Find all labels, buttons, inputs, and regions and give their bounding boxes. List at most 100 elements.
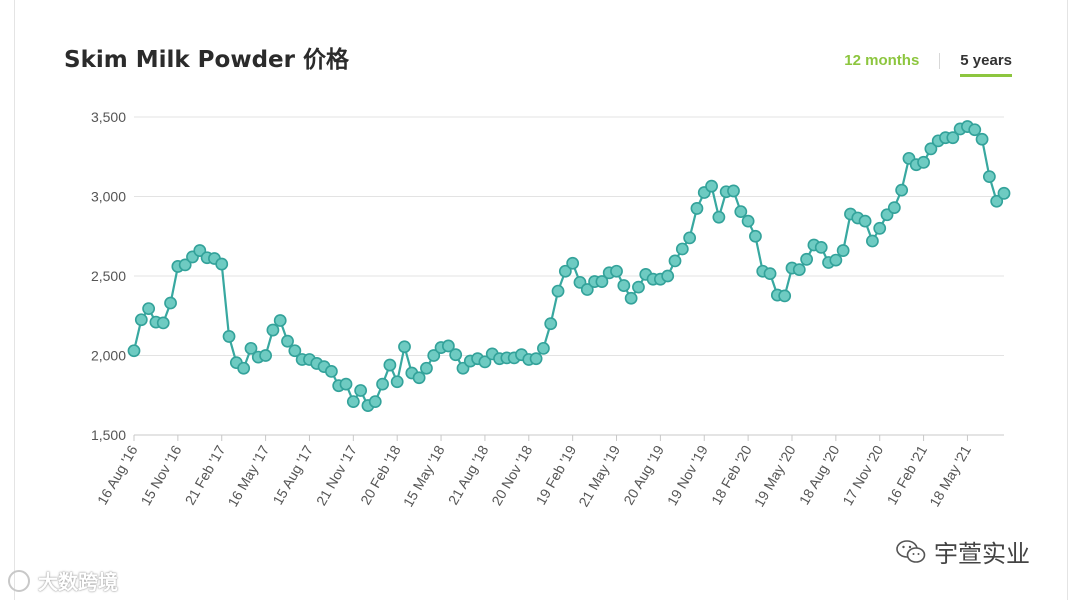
watermark-right-text: 宇萱实业 xyxy=(934,540,1030,568)
data-point[interactable] xyxy=(273,314,287,327)
data-point[interactable] xyxy=(763,267,777,281)
x-tick-label: 21 Aug '18 xyxy=(445,442,492,507)
data-point[interactable] xyxy=(836,244,850,257)
x-tick-label: 20 Nov '18 xyxy=(488,442,535,508)
data-point[interactable] xyxy=(895,183,909,197)
x-tick-label: 16 May '17 xyxy=(224,442,272,509)
data-point[interactable] xyxy=(580,283,594,296)
data-point[interactable] xyxy=(288,344,302,358)
data-point[interactable] xyxy=(156,316,170,330)
data-point[interactable] xyxy=(412,371,426,385)
data-point[interactable] xyxy=(668,254,682,268)
data-point[interactable] xyxy=(610,264,623,278)
x-tick-label: 19 Feb '19 xyxy=(533,442,580,507)
data-point[interactable] xyxy=(982,170,996,184)
data-point[interactable] xyxy=(661,269,675,283)
data-point[interactable] xyxy=(339,377,353,391)
data-point[interactable] xyxy=(427,349,441,362)
data-point[interactable] xyxy=(749,229,762,243)
data-point[interactable] xyxy=(617,279,631,292)
x-tick-label: 15 Aug '17 xyxy=(269,442,316,507)
data-point[interactable] xyxy=(558,264,572,278)
data-point[interactable] xyxy=(164,296,177,310)
data-point[interactable] xyxy=(383,358,397,372)
data-point[interactable] xyxy=(705,179,718,193)
data-point[interactable] xyxy=(990,194,1004,208)
data-point[interactable] xyxy=(281,334,294,348)
data-point[interactable] xyxy=(946,131,960,145)
data-point[interactable] xyxy=(800,252,814,266)
x-tick-label: 20 Aug '19 xyxy=(620,442,667,507)
data-point[interactable] xyxy=(529,352,543,366)
time-range-selector: 12 months 5 years xyxy=(844,52,1012,77)
data-point[interactable] xyxy=(566,256,580,270)
data-point[interactable] xyxy=(917,155,930,169)
data-point[interactable] xyxy=(873,221,887,235)
x-tick-label: 21 Feb '17 xyxy=(182,442,229,507)
data-point[interactable] xyxy=(215,257,229,271)
data-point[interactable] xyxy=(368,395,382,409)
data-point[interactable] xyxy=(142,302,156,315)
data-point[interactable] xyxy=(324,364,338,378)
data-point[interactable] xyxy=(858,214,872,228)
data-point[interactable] xyxy=(997,186,1011,200)
data-point[interactable] xyxy=(866,234,879,248)
x-tick-label: 15 Nov '16 xyxy=(137,442,184,508)
data-point[interactable] xyxy=(420,361,433,375)
data-point[interactable] xyxy=(354,384,368,397)
data-point[interactable] xyxy=(727,184,740,198)
x-tick-label: 16 Aug '16 xyxy=(94,442,141,507)
range-12-months-button[interactable]: 12 months xyxy=(844,52,920,69)
data-point[interactable] xyxy=(792,263,806,277)
data-point[interactable] xyxy=(595,275,609,288)
data-point[interactable] xyxy=(449,348,463,362)
data-point[interactable] xyxy=(376,377,389,391)
data-point[interactable] xyxy=(632,280,645,294)
data-point[interactable] xyxy=(178,258,192,272)
data-point[interactable] xyxy=(924,142,938,156)
x-tick-label: 21 Nov '17 xyxy=(313,442,360,508)
data-point[interactable] xyxy=(675,242,689,256)
x-tick-label: 21 May '19 xyxy=(575,442,623,509)
data-point[interactable] xyxy=(127,344,141,358)
data-point[interactable] xyxy=(690,202,704,215)
data-point[interactable] xyxy=(624,291,638,305)
data-point[interactable] xyxy=(259,349,272,362)
range-5-years-button[interactable]: 5 years xyxy=(960,52,1012,77)
data-point[interactable] xyxy=(734,205,748,219)
data-point[interactable] xyxy=(266,323,280,337)
data-point[interactable] xyxy=(134,313,148,327)
data-point[interactable] xyxy=(741,214,755,228)
data-point[interactable] xyxy=(390,375,404,389)
data-point[interactable] xyxy=(237,361,251,375)
data-point[interactable] xyxy=(968,123,982,137)
x-tick-label: 18 Feb '20 xyxy=(708,442,755,507)
data-point[interactable] xyxy=(398,340,411,354)
x-tick-label: 18 May '21 xyxy=(926,442,974,509)
data-point[interactable] xyxy=(478,355,492,369)
data-point[interactable] xyxy=(346,395,360,409)
watermark-right: 宇萱实业 xyxy=(896,534,1030,569)
data-point[interactable] xyxy=(544,317,558,331)
y-tick-label: 1,500 xyxy=(91,427,126,443)
data-point[interactable] xyxy=(712,210,726,224)
chart-card xyxy=(14,0,1068,600)
data-point[interactable] xyxy=(537,341,550,355)
data-point[interactable] xyxy=(814,240,828,254)
wechat-icon xyxy=(896,539,926,563)
data-point[interactable] xyxy=(887,201,901,215)
data-point[interactable] xyxy=(829,253,843,267)
x-tick-label: 19 May '20 xyxy=(751,442,799,509)
chart-title: Skim Milk Powder 价格 xyxy=(64,47,349,73)
data-point[interactable] xyxy=(975,132,989,146)
data-point[interactable] xyxy=(683,231,697,245)
data-point[interactable] xyxy=(551,284,565,298)
data-point[interactable] xyxy=(244,341,258,355)
data-point[interactable] xyxy=(441,339,455,353)
data-point[interactable] xyxy=(222,330,236,343)
x-tick-label: 20 Feb '18 xyxy=(357,442,404,507)
y-tick-label: 2,000 xyxy=(91,348,126,364)
data-point[interactable] xyxy=(778,289,792,303)
